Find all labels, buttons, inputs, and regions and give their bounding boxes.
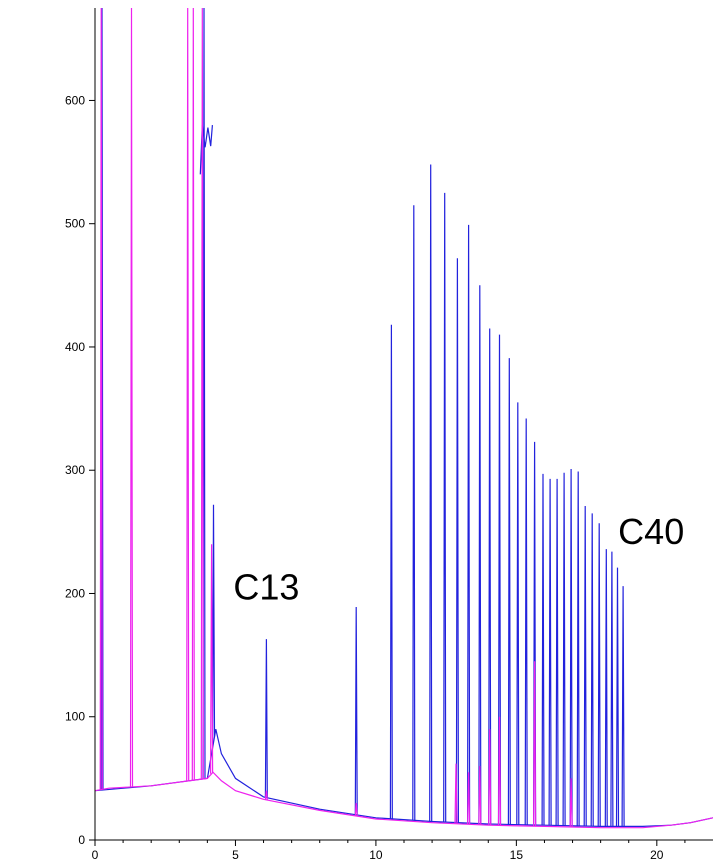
series-1-peak-31 bbox=[621, 586, 625, 827]
series-1-peak-12 bbox=[478, 285, 482, 824]
series-2-peak-10 bbox=[467, 772, 471, 825]
series-1-peak-16 bbox=[516, 402, 520, 825]
series-1-peak-14 bbox=[497, 334, 502, 825]
y-tick-label: 0 bbox=[78, 833, 85, 847]
x-tick-label: 5 bbox=[232, 848, 239, 862]
series-2-peak-6 bbox=[210, 544, 214, 774]
series-1-peak-4 bbox=[264, 639, 268, 798]
series-2-peak-15 bbox=[569, 778, 573, 828]
y-axis-ticks: 0 100 200 300 400 500 600 bbox=[65, 93, 95, 847]
series-2-peak-7 bbox=[264, 790, 268, 801]
series-1-peak-29 bbox=[610, 551, 614, 827]
series-1-peak-21 bbox=[555, 478, 559, 826]
series-1-peak-23 bbox=[569, 468, 573, 826]
series-2-peak-8 bbox=[354, 802, 358, 817]
series-1 bbox=[94, 7, 713, 828]
annotation-c13: C13 bbox=[233, 567, 299, 608]
series-1-peak-6 bbox=[389, 324, 393, 819]
series-1-peak-5 bbox=[354, 606, 358, 815]
series-2-peak-5 bbox=[200, 7, 204, 780]
series-1-peak-10 bbox=[455, 258, 459, 823]
series-1-peak-30 bbox=[615, 567, 620, 827]
series-1-peak-27 bbox=[597, 523, 601, 827]
series-1-peak-11 bbox=[467, 224, 471, 824]
series-1-peak-7 bbox=[412, 205, 416, 821]
series-1-peak-24 bbox=[576, 471, 580, 827]
series-1-baseline bbox=[94, 728, 713, 828]
plot-area bbox=[94, 7, 713, 829]
y-tick-label: 100 bbox=[65, 710, 85, 724]
series-2-peak-4 bbox=[191, 7, 195, 781]
x-tick-label: 20 bbox=[650, 848, 664, 862]
series-1-peak-22 bbox=[562, 472, 566, 826]
y-tick-label: 400 bbox=[65, 340, 85, 354]
series-2-peak-2 bbox=[129, 7, 134, 787]
series-2-peak-12 bbox=[488, 729, 492, 826]
y-tick-label: 500 bbox=[65, 217, 85, 231]
series-1-peak-8 bbox=[429, 164, 433, 822]
series-1-peak-28 bbox=[604, 549, 608, 827]
series-1-peak-3 bbox=[212, 504, 216, 743]
series-layer bbox=[94, 7, 713, 829]
series-2-peak-11 bbox=[478, 765, 482, 825]
series-1-peak-26 bbox=[590, 513, 594, 827]
series-1-peak-19 bbox=[541, 473, 545, 826]
annotation-c40: C40 bbox=[618, 511, 684, 552]
series-1-peak-15 bbox=[507, 358, 511, 825]
series-1-peak-13 bbox=[488, 328, 492, 825]
x-tick-label: 0 bbox=[92, 848, 99, 862]
series-2-peak-13 bbox=[497, 716, 502, 826]
series-2-peak-9 bbox=[454, 763, 458, 824]
annotation-layer: C13 C40 bbox=[233, 511, 684, 607]
x-tick-label: 10 bbox=[369, 848, 383, 862]
y-tick-label: 200 bbox=[65, 586, 85, 600]
series-1-peak-20 bbox=[548, 478, 552, 826]
axes-layer: 0 100 200 300 400 500 600 0 5 10 15 20 bbox=[65, 8, 713, 862]
x-axis-ticks: 0 5 10 15 20 bbox=[92, 840, 686, 862]
y-tick-label: 300 bbox=[65, 463, 85, 477]
series-2-peak-1 bbox=[99, 7, 103, 790]
series-2-peak-3 bbox=[186, 7, 190, 782]
series-2-peak-14 bbox=[532, 661, 537, 827]
x-tick-label: 15 bbox=[510, 848, 524, 862]
series-1-peak-17 bbox=[524, 418, 528, 825]
series-1-peak-25 bbox=[583, 505, 587, 827]
series-1-peak-9 bbox=[443, 192, 447, 823]
series-2 bbox=[94, 7, 713, 829]
y-tick-label: 600 bbox=[65, 93, 85, 107]
series-2-baseline bbox=[94, 771, 713, 829]
